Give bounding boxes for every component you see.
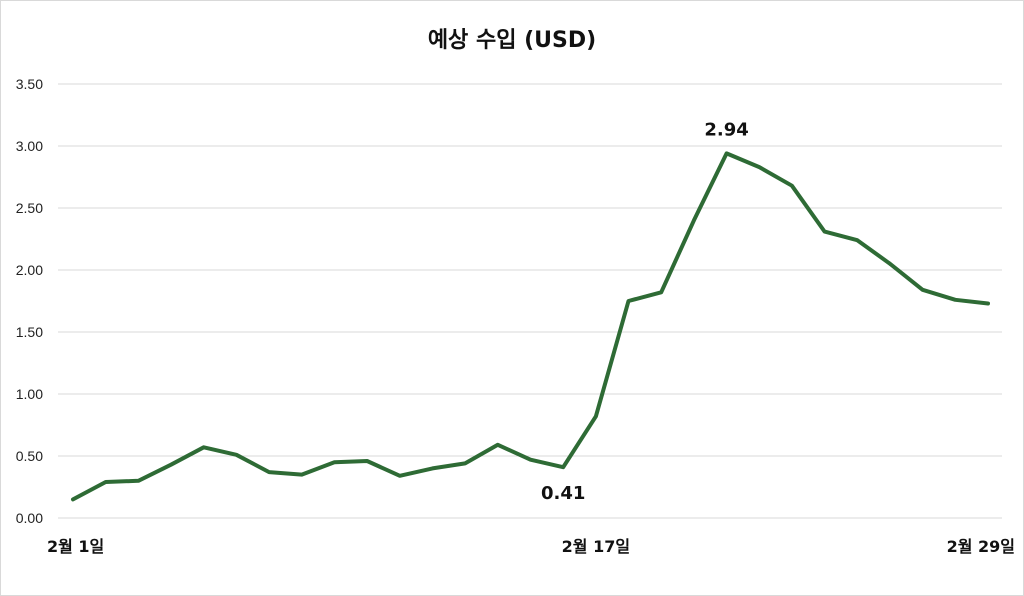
- x-tick-label: 2월 1일: [47, 537, 104, 556]
- data-point: [71, 497, 75, 501]
- gridlines: [58, 83, 1002, 519]
- data-point: [267, 470, 271, 474]
- data-point: [365, 459, 369, 463]
- data-point: [561, 465, 565, 469]
- series-lines: [71, 151, 990, 502]
- y-tick-label: 2.00: [16, 262, 43, 278]
- data-point: [496, 443, 500, 447]
- data-point: [823, 230, 827, 234]
- series-line: [71, 151, 990, 502]
- data-label: 0.41: [541, 483, 585, 504]
- data-point: [790, 184, 794, 188]
- data-point: [463, 461, 467, 465]
- y-tick-label: 3.00: [16, 138, 43, 154]
- data-labels: 0.41 2.94: [541, 119, 749, 504]
- data-point: [659, 290, 663, 294]
- data-point: [169, 463, 173, 467]
- y-tick-label: 0.50: [16, 448, 43, 464]
- data-label: 2.94: [704, 119, 748, 140]
- chart-title: 예상 수입 (USD): [427, 28, 597, 53]
- x-axis-ticks: 2월 1일 2월 17일 2월 29일: [47, 537, 1015, 556]
- data-point: [202, 445, 206, 449]
- data-point: [430, 466, 434, 470]
- y-tick-label: 1.00: [16, 386, 43, 402]
- y-axis-ticks: 0.00 0.50 1.00 1.50 2.00 2.50 3.00 3.50: [16, 76, 43, 526]
- data-point: [921, 288, 925, 292]
- data-point: [594, 414, 598, 418]
- data-point: [692, 218, 696, 222]
- data-point: [953, 298, 957, 302]
- data-point: [398, 474, 402, 478]
- data-point: [332, 460, 336, 464]
- data-point: [725, 151, 729, 155]
- data-point: [888, 262, 892, 266]
- data-point: [104, 480, 108, 484]
- x-tick-label: 2월 29일: [947, 537, 1015, 556]
- data-point: [986, 301, 990, 305]
- y-tick-label: 3.50: [16, 76, 43, 92]
- data-point: [855, 238, 859, 242]
- y-tick-label: 0.00: [16, 510, 43, 526]
- y-tick-label: 1.50: [16, 324, 43, 340]
- data-point: [136, 479, 140, 483]
- y-tick-label: 2.50: [16, 200, 43, 216]
- data-point: [234, 453, 238, 457]
- data-point: [627, 299, 631, 303]
- data-point: [529, 458, 532, 462]
- data-point: [757, 165, 761, 169]
- data-point: [300, 473, 304, 477]
- x-tick-label: 2월 17일: [562, 537, 630, 556]
